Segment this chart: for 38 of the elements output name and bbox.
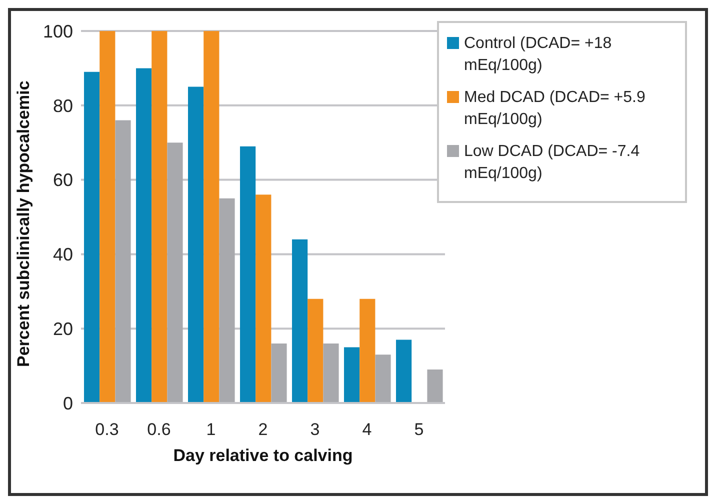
y-tick-label: 60 xyxy=(52,170,73,190)
x-tick-label: 3 xyxy=(310,420,320,440)
bar xyxy=(427,370,443,403)
x-tick-label: 0.3 xyxy=(95,420,119,440)
bar xyxy=(115,120,131,403)
bar xyxy=(256,194,272,403)
y-tick-label: 0 xyxy=(62,393,73,414)
y-tick-label: 80 xyxy=(52,96,73,116)
bar xyxy=(308,298,324,403)
x-tick-label: 2 xyxy=(258,420,268,440)
legend-label: Control (DCAD= +18 mEq/100g) xyxy=(464,34,613,76)
bar xyxy=(375,354,391,403)
bar xyxy=(271,343,287,403)
y-tick-label: 20 xyxy=(52,318,73,339)
y-axis-title: Percent subclinically hypocalcemic xyxy=(14,80,34,367)
x-tick-label: 0.6 xyxy=(147,420,171,440)
bar xyxy=(84,72,100,403)
y-tick-label: 40 xyxy=(52,244,73,265)
legend-label: Med DCAD (DCAD= +5.9 mEq/100g) xyxy=(464,88,646,130)
bar xyxy=(344,347,360,403)
x-tick-label: 1 xyxy=(206,420,216,440)
x-tick-label: 5 xyxy=(414,420,424,440)
bar xyxy=(219,198,235,403)
bar xyxy=(323,343,339,403)
bar xyxy=(292,239,308,403)
bar xyxy=(167,142,183,403)
bar xyxy=(188,86,204,403)
y-tick-label: 100 xyxy=(42,21,73,42)
x-tick-label: 4 xyxy=(362,420,372,440)
bar xyxy=(152,31,168,403)
bar xyxy=(360,298,376,403)
bar xyxy=(100,31,116,403)
bar xyxy=(136,68,152,403)
legend-label: Low DCAD (DCAD= -7.4 mEq/100g) xyxy=(464,142,641,184)
bar xyxy=(240,146,256,403)
x-axis-title: Day relative to calving xyxy=(173,446,353,465)
bar xyxy=(396,340,412,403)
bar xyxy=(204,31,220,403)
